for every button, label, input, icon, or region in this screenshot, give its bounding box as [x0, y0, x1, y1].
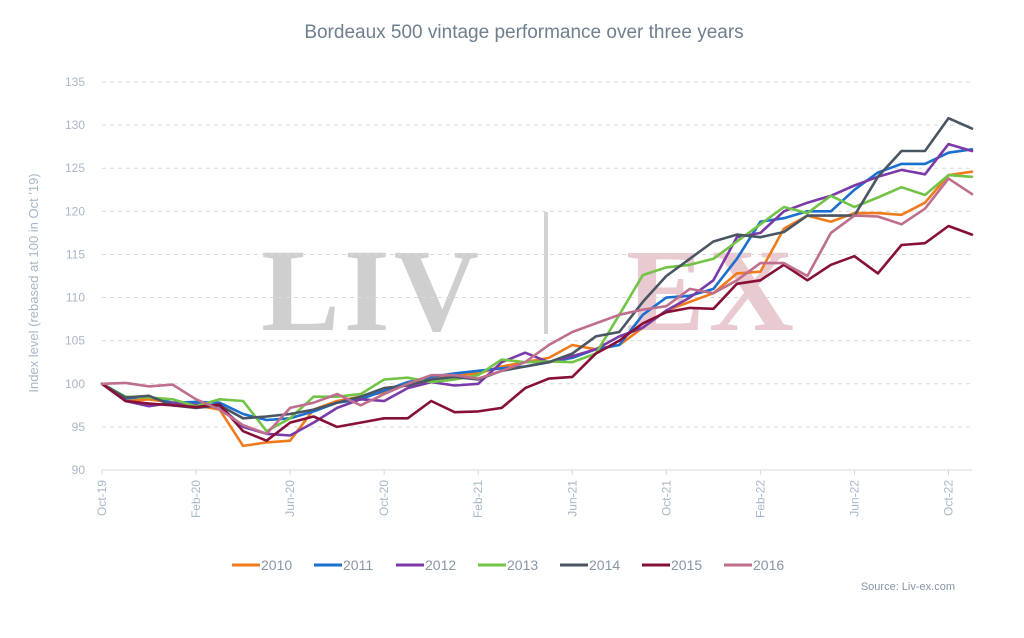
- x-tick-label: Feb-20: [189, 480, 203, 518]
- y-tick-label: 105: [65, 334, 85, 348]
- y-tick-label: 130: [65, 118, 85, 132]
- x-tick-label: Jun-22: [847, 480, 861, 517]
- legend-label-2012: 2012: [425, 557, 456, 573]
- y-axis-label: Index level (rebased at 100 in Oct '19): [26, 173, 41, 392]
- legend: 2010 2011 2012 2013 2014 2015 2016: [232, 557, 784, 573]
- legend-label-2013: 2013: [507, 557, 538, 573]
- y-tick-label: 120: [65, 204, 85, 218]
- source-note: Source: Liv-ex.com: [861, 581, 955, 593]
- x-tick-label: Oct-21: [659, 480, 673, 516]
- y-tick-label: 95: [72, 420, 86, 434]
- legend-label-2010: 2010: [261, 557, 292, 573]
- series-line-2013: [100, 173, 974, 433]
- x-tick-label: Jun-21: [565, 480, 579, 517]
- svg-text:LIV: LIV: [261, 225, 483, 356]
- x-tick-label: Feb-21: [471, 480, 485, 518]
- series-line-2010: [100, 170, 974, 448]
- liv-ex-watermark: LIV EX: [261, 212, 794, 356]
- legend-label-2011: 2011: [343, 557, 373, 573]
- y-tick-label: 100: [65, 377, 85, 391]
- x-tick-label: Oct-22: [941, 480, 955, 516]
- series-line-2015: [100, 224, 974, 443]
- x-tick-label: Oct-19: [95, 480, 109, 516]
- x-tick-label: Oct-20: [377, 480, 391, 516]
- x-tick-label: Jun-20: [283, 480, 297, 517]
- legend-label-2016: 2016: [753, 557, 784, 573]
- x-tick-label: Feb-22: [753, 480, 767, 518]
- y-axis-ticks: 90 95 100 105 110 115 120 125 130 135: [65, 75, 85, 477]
- y-tick-label: 135: [65, 75, 85, 89]
- y-tick-label: 110: [66, 291, 85, 305]
- y-tick-label: 115: [66, 247, 85, 261]
- series-line-2012: [100, 142, 974, 437]
- legend-label-2015: 2015: [671, 557, 702, 573]
- y-tick-label: 90: [72, 463, 86, 477]
- legend-label-2014: 2014: [589, 557, 620, 573]
- series-line-2014: [100, 116, 974, 420]
- chart-title: Bordeaux 500 vintage performance over th…: [304, 22, 743, 43]
- series-line-2016: [100, 177, 974, 436]
- x-axis-ticks: Oct-19 Feb-20 Jun-20 Oct-20 Feb-21 Jun-21 Oct-…: [95, 470, 955, 518]
- y-tick-label: 125: [65, 161, 85, 175]
- series-lines: [100, 116, 974, 448]
